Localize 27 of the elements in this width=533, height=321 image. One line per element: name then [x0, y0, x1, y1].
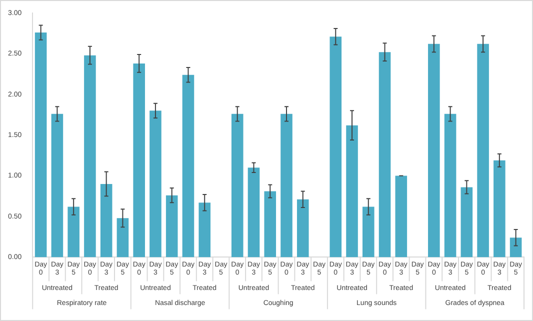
bar: [198, 202, 210, 258]
bar: [444, 114, 456, 258]
bar: [150, 110, 162, 258]
bar: [362, 206, 374, 258]
bar: [460, 187, 473, 258]
bar: [296, 199, 309, 258]
bar: [182, 74, 194, 258]
bar: [280, 114, 292, 258]
bar: [330, 36, 342, 258]
bar: [84, 55, 96, 258]
bar: [346, 125, 358, 258]
bar: [428, 44, 440, 258]
bar: [510, 238, 522, 258]
bar: [133, 63, 145, 258]
bar: [264, 191, 276, 258]
bar: [378, 52, 391, 258]
bar: [68, 206, 80, 258]
bar: [231, 114, 244, 258]
bar: [395, 176, 408, 258]
bar: [166, 195, 178, 258]
bar: [248, 168, 260, 258]
bar: [494, 160, 506, 258]
bar: [51, 114, 64, 258]
bar: [477, 44, 489, 258]
bar: [34, 32, 47, 258]
bar: [100, 184, 112, 258]
bar: [116, 218, 129, 258]
